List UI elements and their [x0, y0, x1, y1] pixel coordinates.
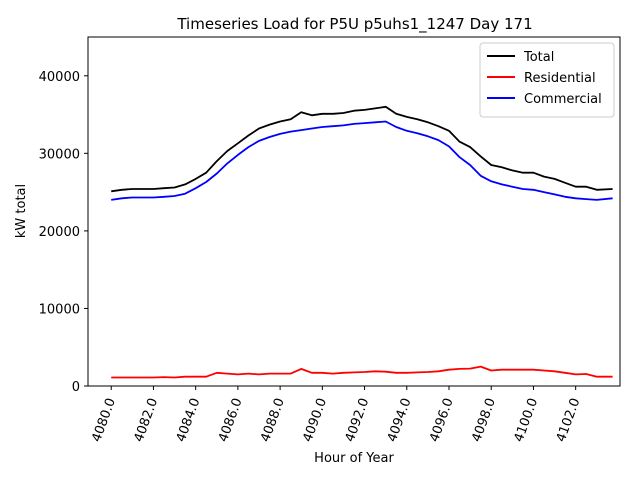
y-tick-label: 30000	[39, 147, 80, 162]
series-line-total	[111, 105, 613, 193]
x-axis-label: Hour of Year	[314, 451, 394, 466]
y-axis-ticks: 0 10000 20000 30000 40000	[39, 70, 88, 395]
series-line-residential	[111, 365, 613, 379]
legend: Total Residential Commercial	[479, 42, 615, 118]
legend-label-residential: Residential	[524, 71, 596, 86]
y-axis-label: kW total	[14, 184, 29, 238]
y-tick-label: 40000	[39, 70, 80, 85]
series-line-commercial	[111, 120, 613, 201]
y-tick-label: 20000	[39, 225, 80, 240]
series-lines	[111, 105, 613, 379]
legend-label-total: Total	[523, 50, 554, 65]
plot-frame	[87, 36, 621, 387]
y-tick-label: 10000	[39, 302, 80, 317]
legend-label-commercial: Commercial	[524, 92, 602, 107]
y-tick-label: 0	[72, 380, 80, 395]
chart-title: Timeseries Load for P5U p5uhs1_1247 Day …	[176, 15, 532, 34]
